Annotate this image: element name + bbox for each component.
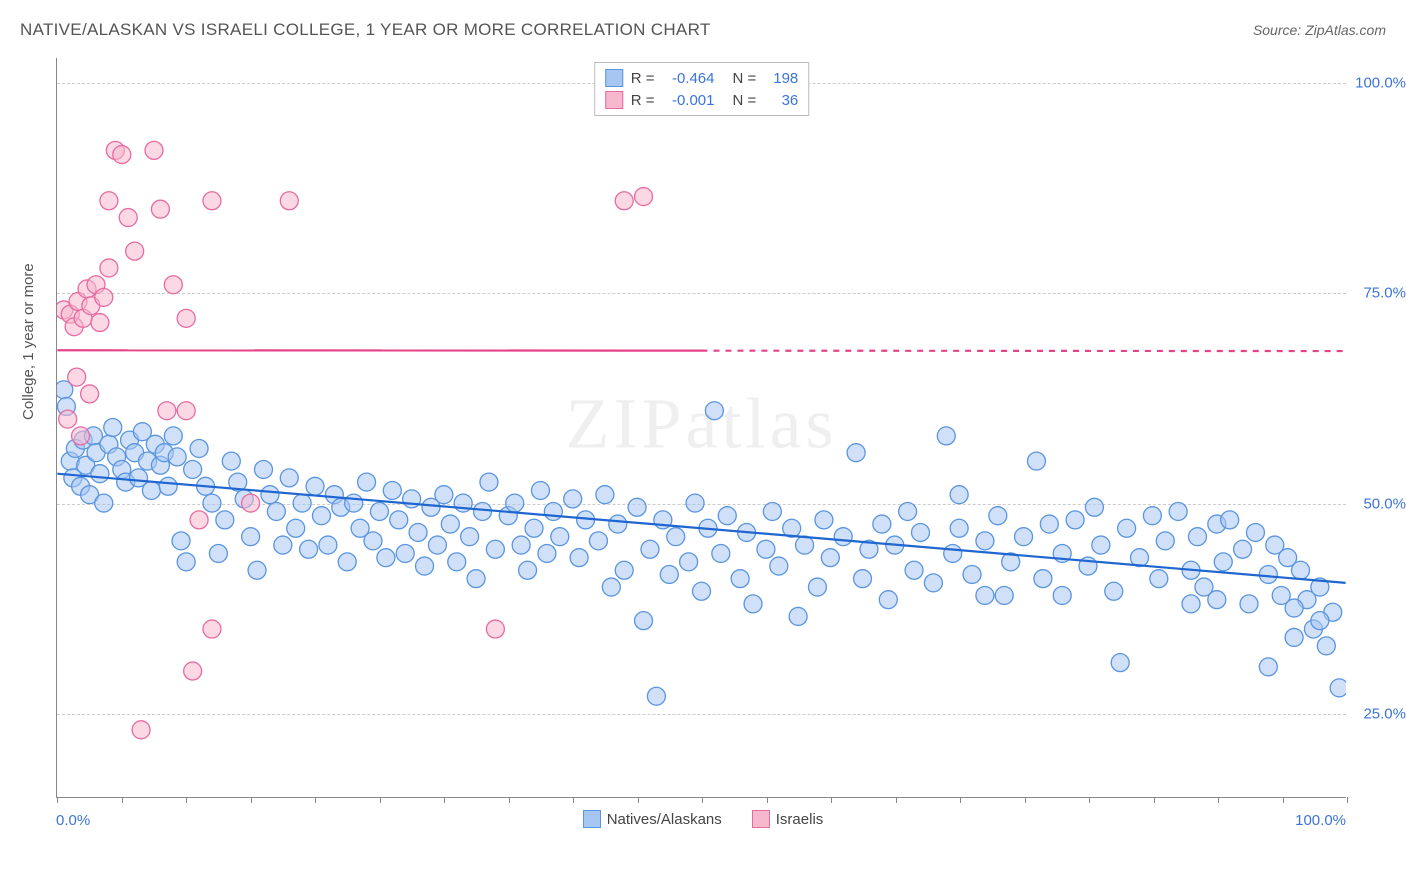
x-tick	[1025, 797, 1026, 803]
trend-layer	[57, 58, 1346, 797]
stats-R-value: -0.001	[663, 92, 715, 109]
plot-area: ZIPatlas R =-0.464N =198R =-0.001N =36 2…	[56, 58, 1346, 798]
stats-box: R = -0.464 N = 198 R = -0.001 N = 36	[594, 62, 810, 116]
legend-item: Natives/Alaskans	[583, 810, 722, 828]
y-axis-label: College, 1 year or more	[20, 263, 37, 420]
x-tick	[444, 797, 445, 803]
x-tick	[57, 797, 58, 803]
x-tick	[767, 797, 768, 803]
chart-header: NATIVE/ALASKAN VS ISRAELI COLLEGE, 1 YEA…	[20, 20, 1386, 40]
stats-R-label: R =	[631, 92, 655, 109]
stats-N-value: 198	[764, 70, 798, 87]
stats-N-label: N =	[733, 70, 757, 87]
x-tick	[573, 797, 574, 803]
x-tick	[315, 797, 316, 803]
stats-R-label: R =	[631, 70, 655, 87]
y-tick-label: 50.0%	[1351, 495, 1406, 512]
stats-swatch	[605, 69, 623, 87]
legend-label: Israelis	[776, 811, 824, 828]
x-tick	[1283, 797, 1284, 803]
trend-line	[57, 474, 1345, 583]
x-tick	[960, 797, 961, 803]
stats-swatch	[605, 91, 623, 109]
legend-swatch	[583, 810, 601, 828]
y-tick-label: 100.0%	[1351, 75, 1406, 92]
stats-row: R = -0.001 N = 36	[605, 89, 799, 111]
chart-title: NATIVE/ALASKAN VS ISRAELI COLLEGE, 1 YEA…	[20, 20, 711, 40]
legend-item: Israelis	[752, 810, 824, 828]
y-tick-label: 25.0%	[1351, 705, 1406, 722]
x-tick	[702, 797, 703, 803]
stats-row: R = -0.464 N = 198	[605, 67, 799, 89]
x-tick	[380, 797, 381, 803]
stats-N-label: N =	[733, 92, 757, 109]
x-tick	[831, 797, 832, 803]
bottom-legend: Natives/Alaskans Israelis	[0, 810, 1406, 828]
stats-R-value: -0.464	[663, 70, 715, 87]
y-tick-label: 75.0%	[1351, 285, 1406, 302]
stats-N-value: 36	[764, 92, 798, 109]
x-tick	[251, 797, 252, 803]
x-tick	[122, 797, 123, 803]
x-tick	[1089, 797, 1090, 803]
x-tick	[638, 797, 639, 803]
x-tick	[186, 797, 187, 803]
x-tick	[1154, 797, 1155, 803]
x-tick	[1218, 797, 1219, 803]
chart-source: Source: ZipAtlas.com	[1253, 22, 1386, 38]
legend-swatch	[752, 810, 770, 828]
x-tick	[509, 797, 510, 803]
x-tick	[1347, 797, 1348, 803]
legend-label: Natives/Alaskans	[607, 811, 722, 828]
x-tick	[896, 797, 897, 803]
